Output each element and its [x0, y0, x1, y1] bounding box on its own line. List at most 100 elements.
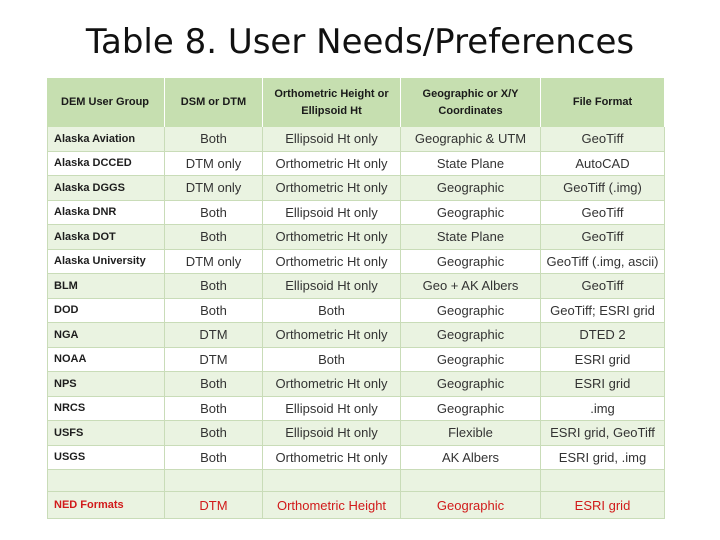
- file-format-cell: ESRI grid, GeoTiff: [541, 421, 665, 446]
- header-file-format: File Format: [541, 78, 665, 127]
- height-type-cell: Ellipsoid Ht only: [263, 274, 401, 299]
- coordinates-cell: Geographic: [401, 372, 541, 397]
- dsm-dtm-cell: Both: [165, 274, 263, 299]
- file-format-cell: ESRI grid: [541, 347, 665, 372]
- empty-cell: [165, 470, 263, 492]
- user-group-cell: Alaska DCCED: [47, 151, 165, 176]
- user-group-cell: Alaska DOT: [47, 225, 165, 250]
- user-group-cell: Alaska DGGS: [47, 176, 165, 201]
- coordinates-cell: State Plane: [401, 225, 541, 250]
- coordinates-cell: Geographic: [401, 249, 541, 274]
- dsm-dtm-cell: Both: [165, 200, 263, 225]
- file-format-cell: GeoTiff (.img): [541, 176, 665, 201]
- height-type-cell: Orthometric Ht only: [263, 323, 401, 348]
- coordinates-cell: Geographic: [401, 323, 541, 348]
- table-row: Alaska DCCED DTM only Orthometric Ht only S…: [47, 151, 665, 176]
- file-format-cell: AutoCAD: [541, 151, 665, 176]
- dsm-dtm-cell: Both: [165, 372, 263, 397]
- coordinates-cell: State Plane: [401, 151, 541, 176]
- table-row: NGA DTM Orthometric Ht only Geographic DTED …: [47, 323, 665, 348]
- dsm-dtm-cell: Both: [165, 421, 263, 446]
- file-format-cell: GeoTiff: [541, 274, 665, 299]
- user-group-cell: USFS: [47, 421, 165, 446]
- table-row: Alaska DOT Both Orthometric Ht only State P…: [47, 225, 665, 250]
- dsm-dtm-cell: Both: [165, 225, 263, 250]
- dsm-dtm-cell: DTM only: [165, 176, 263, 201]
- empty-cell: [263, 470, 401, 492]
- dsm-dtm-cell: Both: [165, 298, 263, 323]
- height-type-cell: Both: [263, 347, 401, 372]
- coordinates-cell: Geographic: [401, 200, 541, 225]
- file-format-cell: GeoTiff: [541, 225, 665, 250]
- ned-coordinates-cell: Geographic: [401, 492, 541, 519]
- table-row: Alaska Aviation Both Ellipsoid Ht only Geog…: [47, 127, 665, 152]
- file-format-cell: ESRI grid, .img: [541, 445, 665, 470]
- file-format-cell: GeoTiff: [541, 200, 665, 225]
- height-type-cell: Orthometric Ht only: [263, 249, 401, 274]
- height-type-cell: Ellipsoid Ht only: [263, 200, 401, 225]
- user-group-cell: Alaska University: [47, 249, 165, 274]
- table-row: USFS Both Ellipsoid Ht only Flexible ESRI gr…: [47, 421, 665, 446]
- dsm-dtm-cell: Both: [165, 396, 263, 421]
- table-row: DOD Both Both Geographic GeoTiff; ESRI grid: [47, 298, 665, 323]
- coordinates-cell: Geographic: [401, 396, 541, 421]
- header-dem-user-group: DEM User Group: [47, 78, 165, 127]
- user-needs-table-container: DEM User Group DSM or DTM Orthometric He…: [47, 78, 665, 519]
- height-type-cell: Ellipsoid Ht only: [263, 127, 401, 152]
- table-row: Alaska DGGS DTM only Orthometric Ht only Ge…: [47, 176, 665, 201]
- user-group-cell: DOD: [47, 298, 165, 323]
- height-type-cell: Orthometric Ht only: [263, 225, 401, 250]
- coordinates-cell: Geographic: [401, 347, 541, 372]
- dsm-dtm-cell: DTM only: [165, 151, 263, 176]
- empty-cell: [401, 470, 541, 492]
- coordinates-cell: Geographic: [401, 176, 541, 201]
- header-coordinates: Geographic or X/Y Coordinates: [401, 78, 541, 127]
- user-needs-table: DEM User Group DSM or DTM Orthometric He…: [47, 78, 665, 519]
- ned-formats-row: NED Formats DTM Orthometric Height Geograph…: [47, 492, 665, 519]
- header-dsm-or-dtm: DSM or DTM: [165, 78, 263, 127]
- height-type-cell: Orthometric Ht only: [263, 176, 401, 201]
- file-format-cell: GeoTiff; ESRI grid: [541, 298, 665, 323]
- file-format-cell: .img: [541, 396, 665, 421]
- user-group-cell: USGS: [47, 445, 165, 470]
- table-row: BLM Both Ellipsoid Ht only Geo + AK Albers G…: [47, 274, 665, 299]
- coordinates-cell: Geographic & UTM: [401, 127, 541, 152]
- height-type-cell: Orthometric Ht only: [263, 445, 401, 470]
- user-group-cell: NPS: [47, 372, 165, 397]
- user-group-cell: Alaska DNR: [47, 200, 165, 225]
- dsm-dtm-cell: DTM only: [165, 249, 263, 274]
- user-group-cell: NGA: [47, 323, 165, 348]
- file-format-cell: GeoTiff: [541, 127, 665, 152]
- height-type-cell: Ellipsoid Ht only: [263, 421, 401, 446]
- table-row: NOAA DTM Both Geographic ESRI grid: [47, 347, 665, 372]
- slide-title: Table 8. User Needs/Preferences: [85, 22, 635, 62]
- ned-height-type-cell: Orthometric Height: [263, 492, 401, 519]
- file-format-cell: GeoTiff (.img, ascii): [541, 249, 665, 274]
- user-group-cell: NOAA: [47, 347, 165, 372]
- coordinates-cell: Flexible: [401, 421, 541, 446]
- file-format-cell: ESRI grid: [541, 372, 665, 397]
- height-type-cell: Both: [263, 298, 401, 323]
- height-type-cell: Orthometric Ht only: [263, 372, 401, 397]
- height-type-cell: Orthometric Ht only: [263, 151, 401, 176]
- file-format-cell: DTED 2: [541, 323, 665, 348]
- table-header-row: DEM User Group DSM or DTM Orthometric He…: [47, 78, 665, 127]
- ned-user-group-cell: NED Formats: [47, 492, 165, 519]
- table-row: NPS Both Orthometric Ht only Geographic ESRI…: [47, 372, 665, 397]
- table-row: NRCS Both Ellipsoid Ht only Geographic .img: [47, 396, 665, 421]
- coordinates-cell: Geo + AK Albers: [401, 274, 541, 299]
- user-group-cell: Alaska Aviation: [47, 127, 165, 152]
- empty-cell: [541, 470, 665, 492]
- dsm-dtm-cell: DTM: [165, 347, 263, 372]
- coordinates-cell: AK Albers: [401, 445, 541, 470]
- dsm-dtm-cell: DTM: [165, 323, 263, 348]
- ned-dsm-dtm-cell: DTM: [165, 492, 263, 519]
- empty-cell: [47, 470, 165, 492]
- table-row: USGS Both Orthometric Ht only AK Albers ESRI…: [47, 445, 665, 470]
- dsm-dtm-cell: Both: [165, 445, 263, 470]
- ned-file-format-cell: ESRI grid: [541, 492, 665, 519]
- table-row: Alaska DNR Both Ellipsoid Ht only Geographi…: [47, 200, 665, 225]
- coordinates-cell: Geographic: [401, 298, 541, 323]
- height-type-cell: Ellipsoid Ht only: [263, 396, 401, 421]
- user-group-cell: NRCS: [47, 396, 165, 421]
